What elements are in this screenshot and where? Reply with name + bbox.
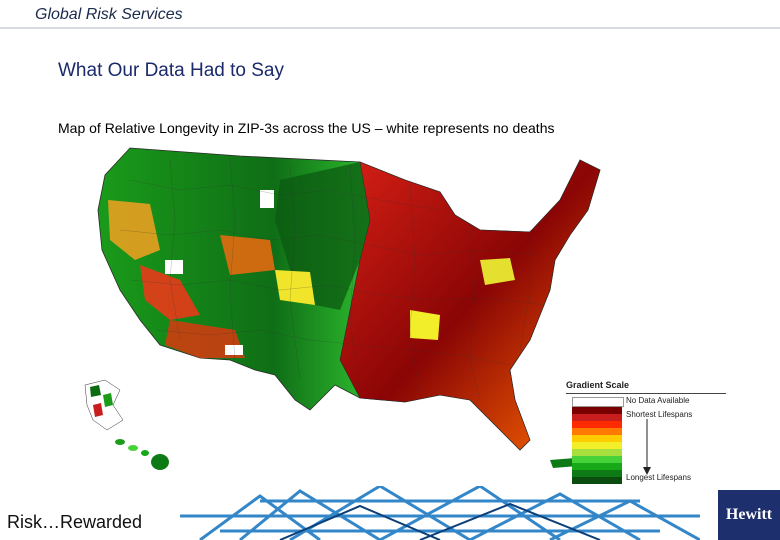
legend-swatch (572, 463, 622, 470)
alaska-map (84, 379, 124, 431)
footer-lattice-graphic (180, 486, 700, 540)
legend-swatch (572, 477, 622, 484)
yellow-patch (275, 270, 315, 305)
map-legend: Gradient Scale No Data Available Shortes… (562, 375, 732, 485)
header-rule (0, 27, 780, 29)
west-patch-2 (140, 265, 200, 320)
west-patch-3 (220, 235, 275, 275)
legend-shortest-label: Shortest Lifespans (626, 410, 693, 419)
legend-rule (566, 393, 726, 394)
map-subtitle: Map of Relative Longevity in ZIP-3s acro… (58, 120, 555, 136)
legend-longest-label: Longest Lifespans (626, 473, 691, 482)
region-borders (119, 157, 546, 401)
legend-swatch (572, 449, 622, 456)
no-data-patch (165, 260, 183, 274)
yellow-patch (410, 310, 440, 340)
legend-swatch-no-data (572, 397, 624, 407)
legend-swatch (572, 470, 622, 477)
hewitt-logo: Hewitt (718, 490, 780, 540)
no-data-patch (260, 190, 274, 208)
legend-swatch (572, 442, 622, 449)
legend-swatch (572, 428, 622, 435)
legend-title: Gradient Scale (566, 380, 630, 390)
no-data-patch (225, 345, 243, 355)
page-number: 17 (390, 483, 399, 492)
legend-swatch (572, 421, 622, 428)
legend-no-data-label: No Data Available (626, 396, 690, 405)
slide-title: What Our Data Had to Say (58, 60, 284, 81)
legend-swatch (572, 407, 622, 414)
us-longevity-map (84, 147, 601, 470)
legend-swatch (572, 456, 622, 463)
puerto-rico-map (550, 458, 578, 468)
hawaii-map (115, 439, 169, 470)
legend-swatch (572, 435, 622, 442)
header-title: Global Risk Services (35, 6, 183, 23)
legend-arrow (643, 419, 651, 475)
yellow-patch (480, 258, 515, 285)
eastern-region (339, 159, 601, 451)
footer-tagline: Risk…Rewarded (7, 512, 143, 532)
west-patch-1 (108, 200, 160, 260)
legend-swatch (572, 414, 622, 421)
